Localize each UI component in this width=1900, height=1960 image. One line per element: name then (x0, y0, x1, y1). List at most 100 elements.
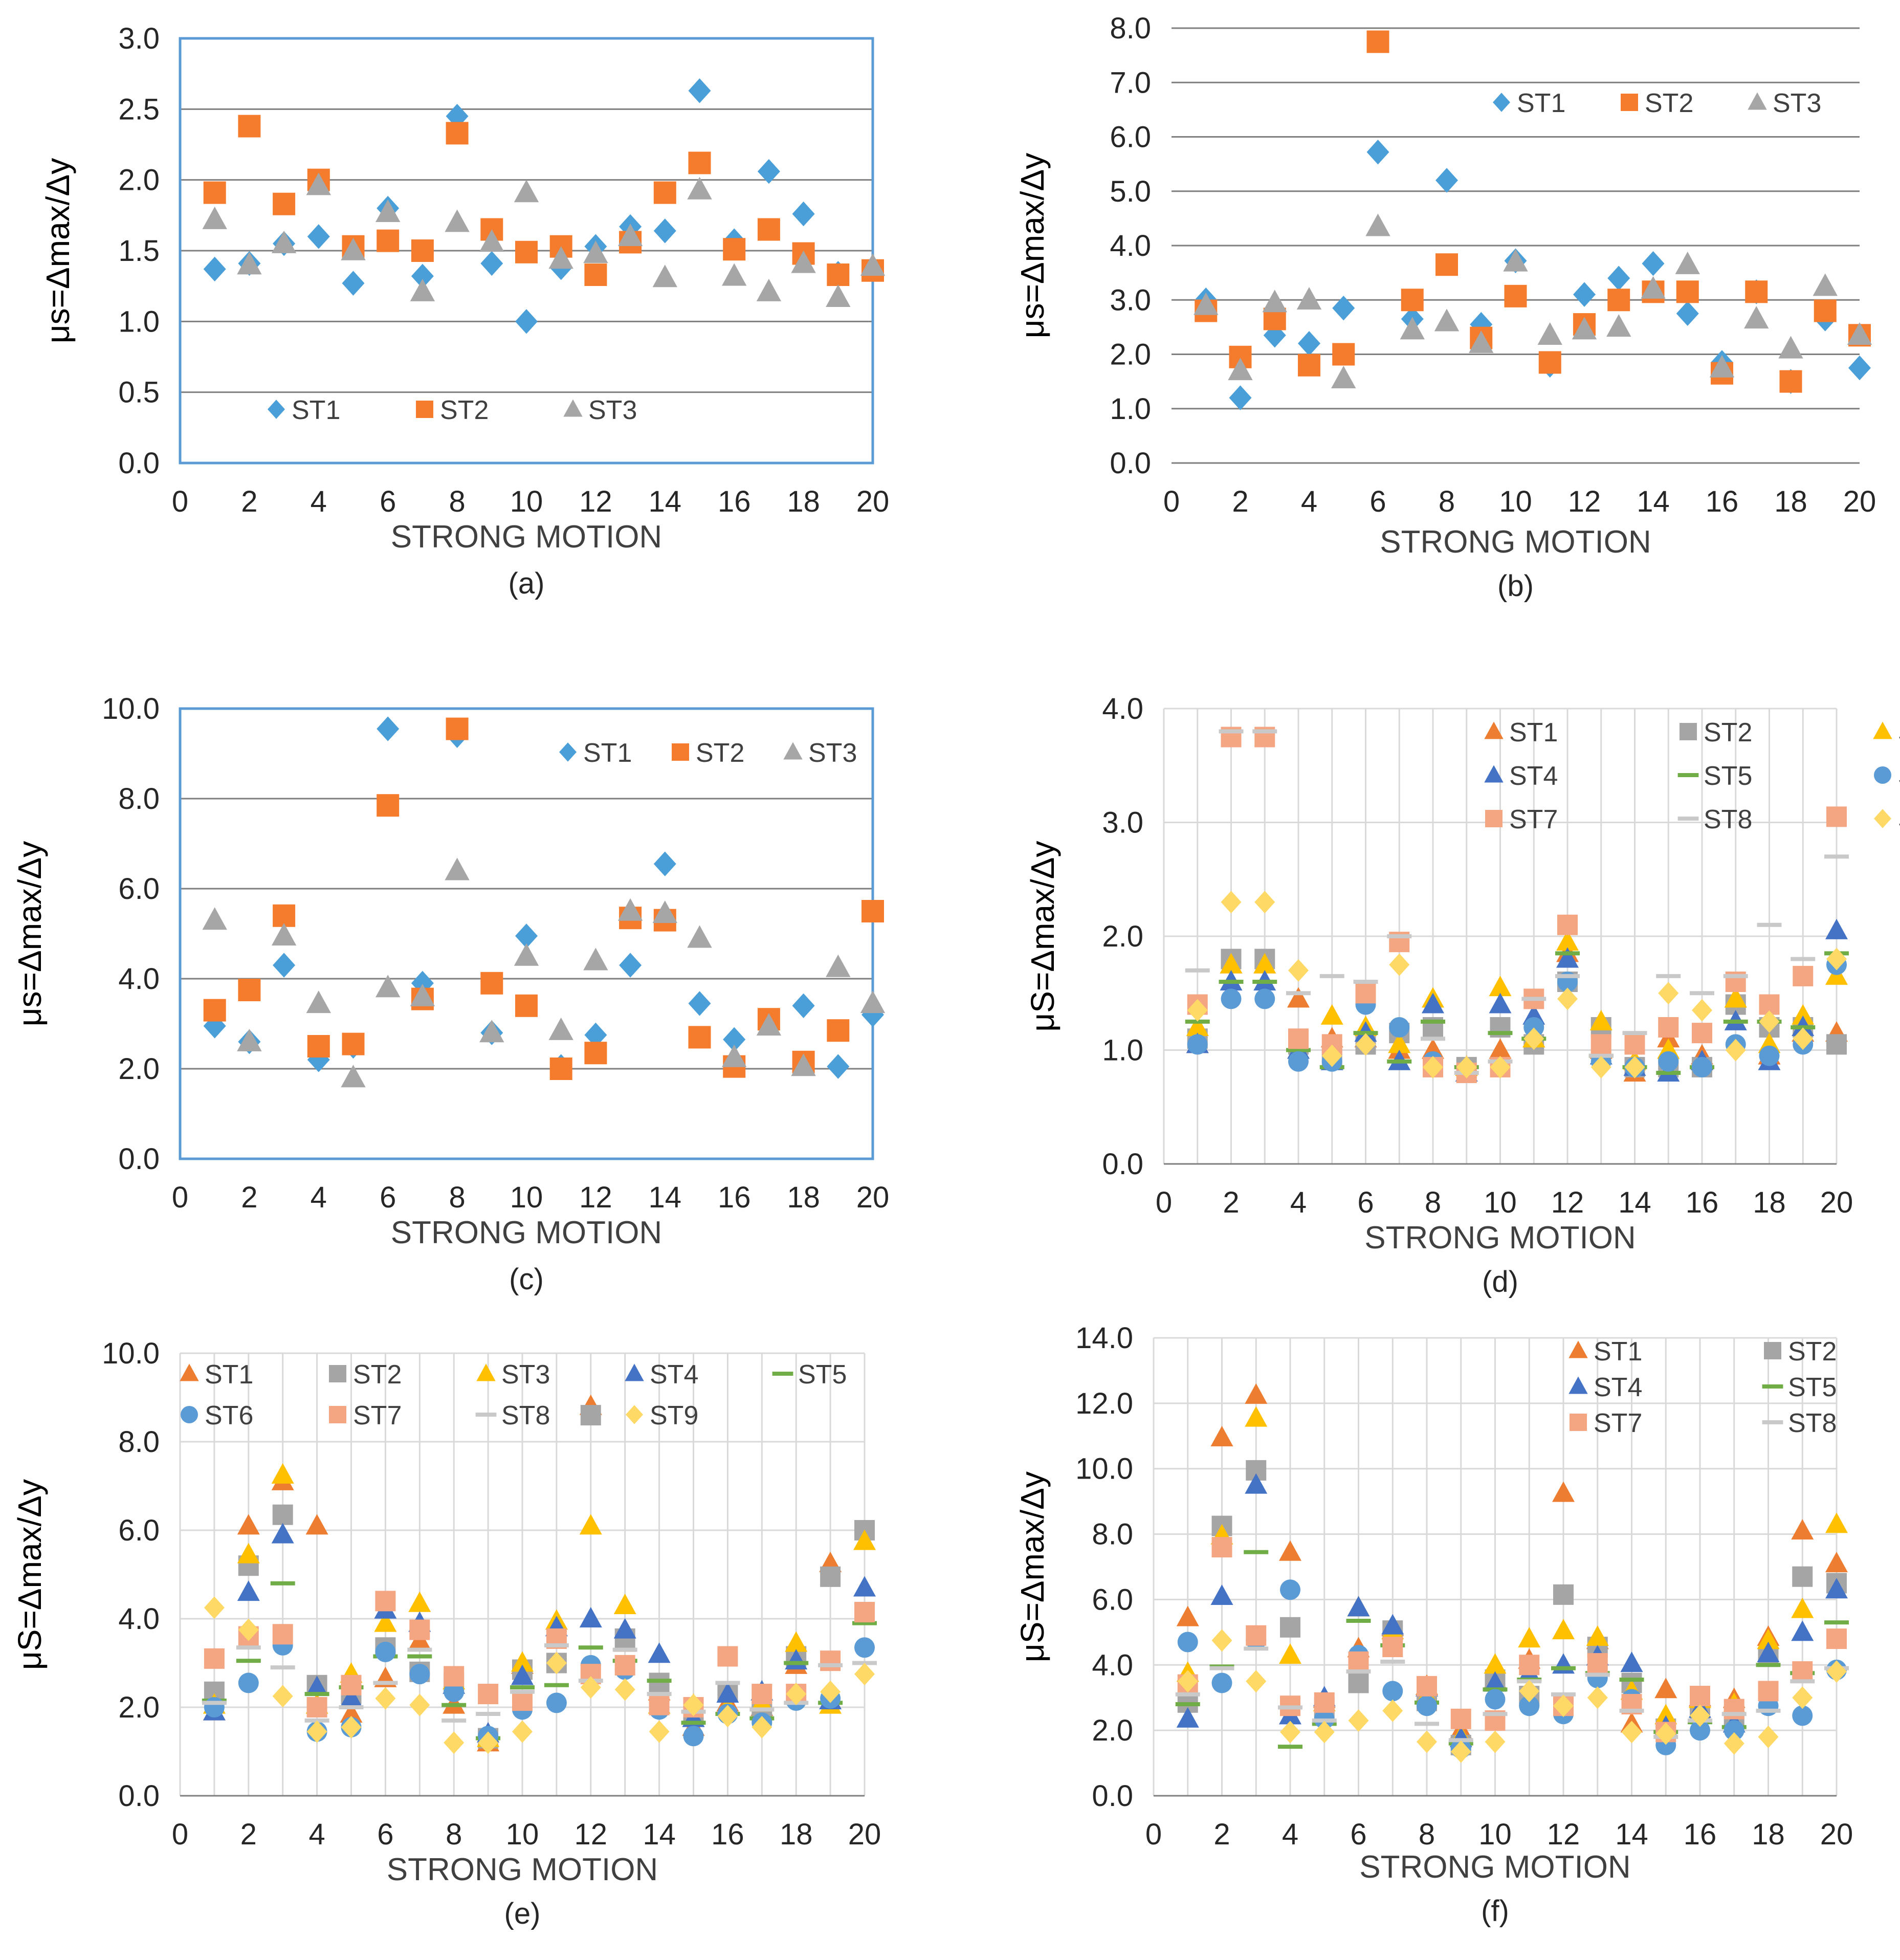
data-point (203, 256, 226, 282)
data-point (340, 1686, 363, 1707)
data-point (307, 224, 330, 249)
data-point (271, 923, 297, 946)
data-point (409, 1693, 430, 1716)
data-point (1779, 370, 1802, 393)
data-point (584, 263, 607, 287)
data-point (446, 122, 469, 145)
data-point (1792, 1661, 1813, 1682)
x-tick-label: 20 (1820, 1186, 1853, 1219)
data-point (1791, 1519, 1814, 1540)
data-point (271, 1523, 294, 1544)
data-point (544, 1683, 569, 1687)
data-point (1724, 987, 1747, 1008)
data-point (1365, 213, 1390, 236)
data-point (617, 224, 643, 247)
chart-1: 0.0 0.5 1.0 1.5 2.0 2.5 3.0 0 2 4 6 8 10 12 14 16 18 20 ST… (39, 22, 889, 600)
data-point (1826, 1034, 1847, 1055)
data-point (236, 1659, 261, 1663)
data-point (1448, 1738, 1473, 1743)
x-tick-label: 10 (1499, 485, 1532, 518)
data-point (548, 1017, 573, 1040)
data-point (204, 1648, 225, 1669)
data-point (1314, 1721, 1335, 1744)
series-st3 (1176, 1406, 1848, 1746)
data-point (1692, 999, 1712, 1022)
data-point (1332, 295, 1355, 321)
data-point (409, 1619, 430, 1640)
data-point (826, 284, 851, 307)
legend-label: ST4 (1594, 1373, 1642, 1402)
data-point (1245, 1383, 1268, 1404)
legend-marker (476, 1363, 496, 1381)
legend-marker (626, 1405, 643, 1424)
data-point (305, 1514, 328, 1535)
y-tick-label: 4.0 (1092, 1648, 1133, 1682)
data-point (1177, 1670, 1198, 1693)
data-point (305, 1676, 328, 1697)
data-point (1177, 1632, 1198, 1653)
data-point (203, 181, 226, 204)
data-point (1556, 947, 1579, 968)
series-st3 (202, 857, 886, 1088)
x-tick-label: 16 (718, 1181, 751, 1214)
series-st2 (1195, 30, 1871, 393)
data-point (1348, 1651, 1369, 1672)
data-point (653, 218, 676, 244)
data-point (1658, 1017, 1679, 1038)
data-point (373, 1681, 398, 1685)
x-tick-label: 4 (311, 1181, 327, 1214)
x-tick-label: 8 (449, 1181, 465, 1214)
x-tick-label: 8 (1425, 1186, 1441, 1219)
data-point (1389, 1017, 1410, 1038)
panel-caption: (c) (509, 1263, 544, 1296)
data-point (1388, 1032, 1411, 1053)
y-tick-label: 0.0 (1092, 1779, 1133, 1813)
data-point (757, 218, 780, 241)
data-point (1792, 1686, 1813, 1709)
data-point (272, 1504, 293, 1525)
data-point (1210, 1425, 1233, 1446)
data-point (854, 1663, 875, 1686)
data-point (1421, 1019, 1445, 1024)
data-point (1221, 988, 1242, 1009)
data-point (1622, 1031, 1647, 1036)
legend-marker (563, 399, 583, 417)
x-tick-label: 4 (308, 1818, 325, 1851)
data-point (306, 1720, 327, 1743)
chart-3: 0.0 2.0 4.0 6.0 8.0 10.0 0 2 4 6 8 10 12 14 16 18 20 STRO… (11, 692, 889, 1296)
data-point (1252, 980, 1277, 984)
y-tick-label: 1.0 (1110, 392, 1151, 426)
data-point (1590, 1055, 1611, 1078)
data-point (1791, 1620, 1814, 1641)
data-point (445, 209, 470, 232)
data-point (1642, 251, 1665, 276)
data-point (1759, 1010, 1780, 1033)
data-point (853, 1576, 876, 1597)
data-point (342, 271, 365, 296)
legend-marker (1764, 1342, 1781, 1359)
data-point (476, 1711, 501, 1716)
data-point (614, 1678, 635, 1701)
data-point (1725, 1039, 1746, 1062)
data-point (1724, 1732, 1744, 1755)
data-point (1348, 1672, 1369, 1693)
legend-marker (1762, 1384, 1783, 1389)
data-point (238, 115, 261, 138)
x-tick-label: 12 (1551, 1186, 1584, 1219)
data-point (375, 1687, 396, 1710)
y-tick-label: 0.0 (118, 447, 160, 480)
data-point (1551, 1666, 1576, 1670)
legend-label: ST1 (205, 1360, 253, 1390)
legend-marker (1568, 1376, 1588, 1394)
data-point (1296, 287, 1322, 310)
x-tick-label: 0 (172, 485, 188, 518)
data-point (1382, 1699, 1403, 1722)
data-point (1756, 1708, 1781, 1713)
data-point (584, 1022, 607, 1048)
data-point (1175, 1702, 1200, 1706)
data-point (653, 181, 676, 204)
data-point (854, 1602, 875, 1623)
series-st2 (203, 717, 884, 1080)
x-tick-label: 8 (446, 1818, 462, 1851)
